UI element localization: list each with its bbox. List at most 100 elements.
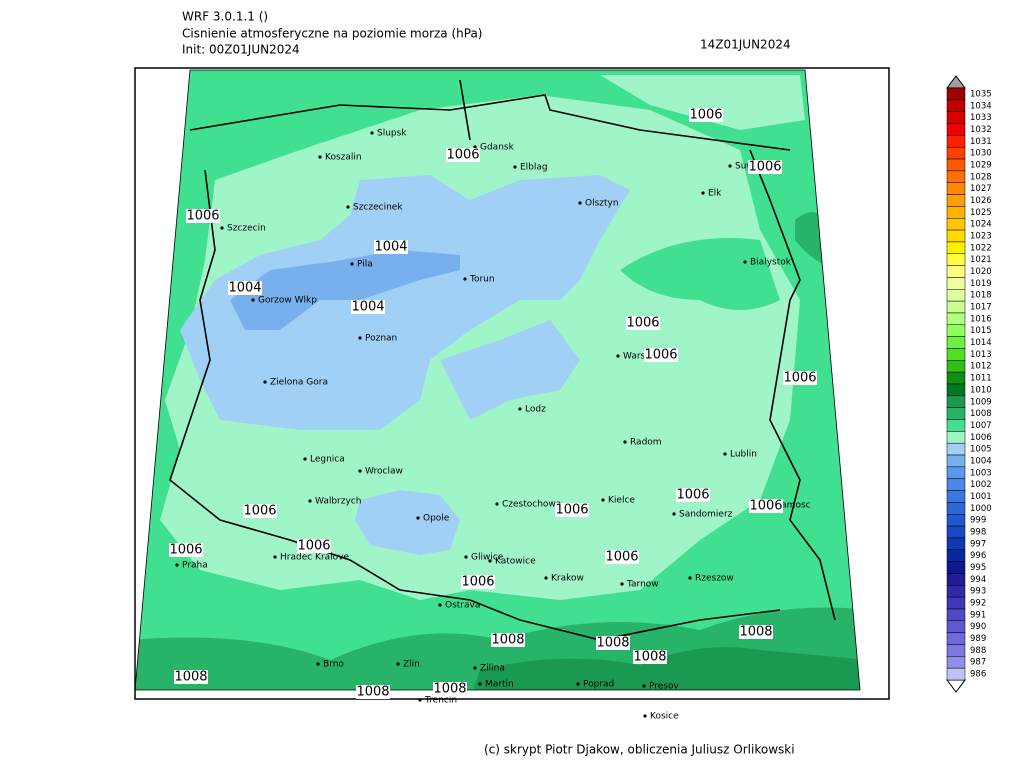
city-dot [303,457,307,461]
contour-label-bg [356,685,390,699]
colorbar-label: 1012 [970,362,992,372]
colorbar-cell [946,667,966,681]
colorbar-label: 996 [970,551,986,561]
colorbar-label: 1017 [970,303,992,313]
colorbar-cell [946,206,966,219]
city-label: Lublin [730,450,757,460]
colorbar-label: 1007 [970,421,992,431]
colorbar-label: 1021 [970,255,992,265]
borders [169,79,836,641]
colorbar-label: 989 [970,634,986,644]
contour-label-bg [633,650,667,664]
colorbar-cell [946,644,966,657]
colorbar-label: 998 [970,528,986,538]
colorbar-cell [946,87,966,101]
colorbar-cell [946,99,966,112]
contour-label: 1006 [605,550,638,565]
colorbar-arrow-bottom [946,679,966,693]
city-dot [642,684,646,688]
contour-label: 1006 [461,575,494,590]
city-label: Ostrava [445,601,480,611]
colorbar-label: 997 [970,539,986,549]
colorbar-label: 986 [970,670,986,680]
city-label: Opole [423,514,450,524]
contour-label-bg [351,300,385,314]
model-title: WRF 3.0.1.1 () [182,10,268,24]
colorbar-cell [946,383,966,397]
colorbar-label: 1022 [970,243,992,253]
city-dot [743,260,747,264]
city-dot [396,662,400,666]
city-dot [418,698,422,702]
contour-label: 1006 [748,160,781,175]
colorbar-label: 1019 [970,279,992,289]
city-label: Torun [469,275,495,285]
colorbar-label: 1028 [970,172,992,182]
colorbar-cell [946,656,966,669]
colorbar-cell [946,312,966,326]
colorbar-label: 988 [970,646,986,656]
contour-label: 1008 [596,636,629,651]
city-label: Sandomierz [679,510,733,520]
city-dot [623,440,627,444]
city-label: Tarnow [626,580,659,590]
contour-label: 1006 [749,499,782,514]
city-label: Gorzow Wlkp [258,296,317,306]
colorbar-label: 1016 [970,314,992,324]
colorbar-label: 1001 [970,492,992,502]
frame [134,67,890,700]
colorbar-cell [946,549,966,562]
pressure-1005 [180,175,630,430]
colorbar-cell [946,632,966,645]
contour-label: 1006 [555,503,588,518]
contour-label: 1004 [351,300,384,315]
colorbar-cell [946,513,966,527]
colorbar-cell [946,442,966,456]
city-label: Radom [630,438,662,448]
city-label: Gliwice [471,553,504,563]
contour-label: 1006 [644,348,677,363]
city-dot [273,555,277,559]
city-dot [672,512,676,516]
colorbar-cell [946,525,966,539]
colorbar-cell [946,419,966,432]
city-label: Zielona Gora [270,378,328,388]
city-label: Praha [182,561,208,571]
city-label: Rzeszow [695,574,734,584]
contour-label: 1008 [433,682,466,697]
city-dot [358,336,362,340]
city-dot [370,131,374,135]
city-dot [175,563,179,567]
city-dot [318,155,322,159]
colorbar-label: 1032 [970,125,992,135]
colorbar-label: 987 [970,658,986,668]
colorbar-label: 1015 [970,326,992,336]
colorbar-cell [946,478,966,491]
colorbar-label: 1024 [970,220,992,230]
city-label: Zilina [480,664,505,674]
contour-label: 1006 [186,209,219,224]
colorbar-label: 1020 [970,267,992,277]
colorbar-cell [946,265,966,278]
colorbar-cell [946,431,966,444]
colorbar-cell [946,537,966,551]
contour-label-bg [433,682,467,696]
map [135,70,860,690]
colorbar-label: 1004 [970,456,992,466]
city-label: Bialystok [750,258,792,268]
colorbar-cell [946,158,966,172]
colorbar-cell [946,573,966,586]
city-label: Hradec Kralove [280,553,349,563]
city-label: Poprad [583,680,614,690]
contour-label-bg [446,148,480,162]
city-dot [643,714,647,718]
colorbar-cell [946,135,966,148]
colorbar-label: 1003 [970,468,992,478]
colorbar-label: 1025 [970,208,992,218]
city-label: Slupsk [377,129,407,139]
city-label: Legnica [310,455,345,465]
city-label: Zamosc [775,501,811,511]
city-dot [316,662,320,666]
colorbar-cell [946,608,966,622]
city-dot [518,407,522,411]
